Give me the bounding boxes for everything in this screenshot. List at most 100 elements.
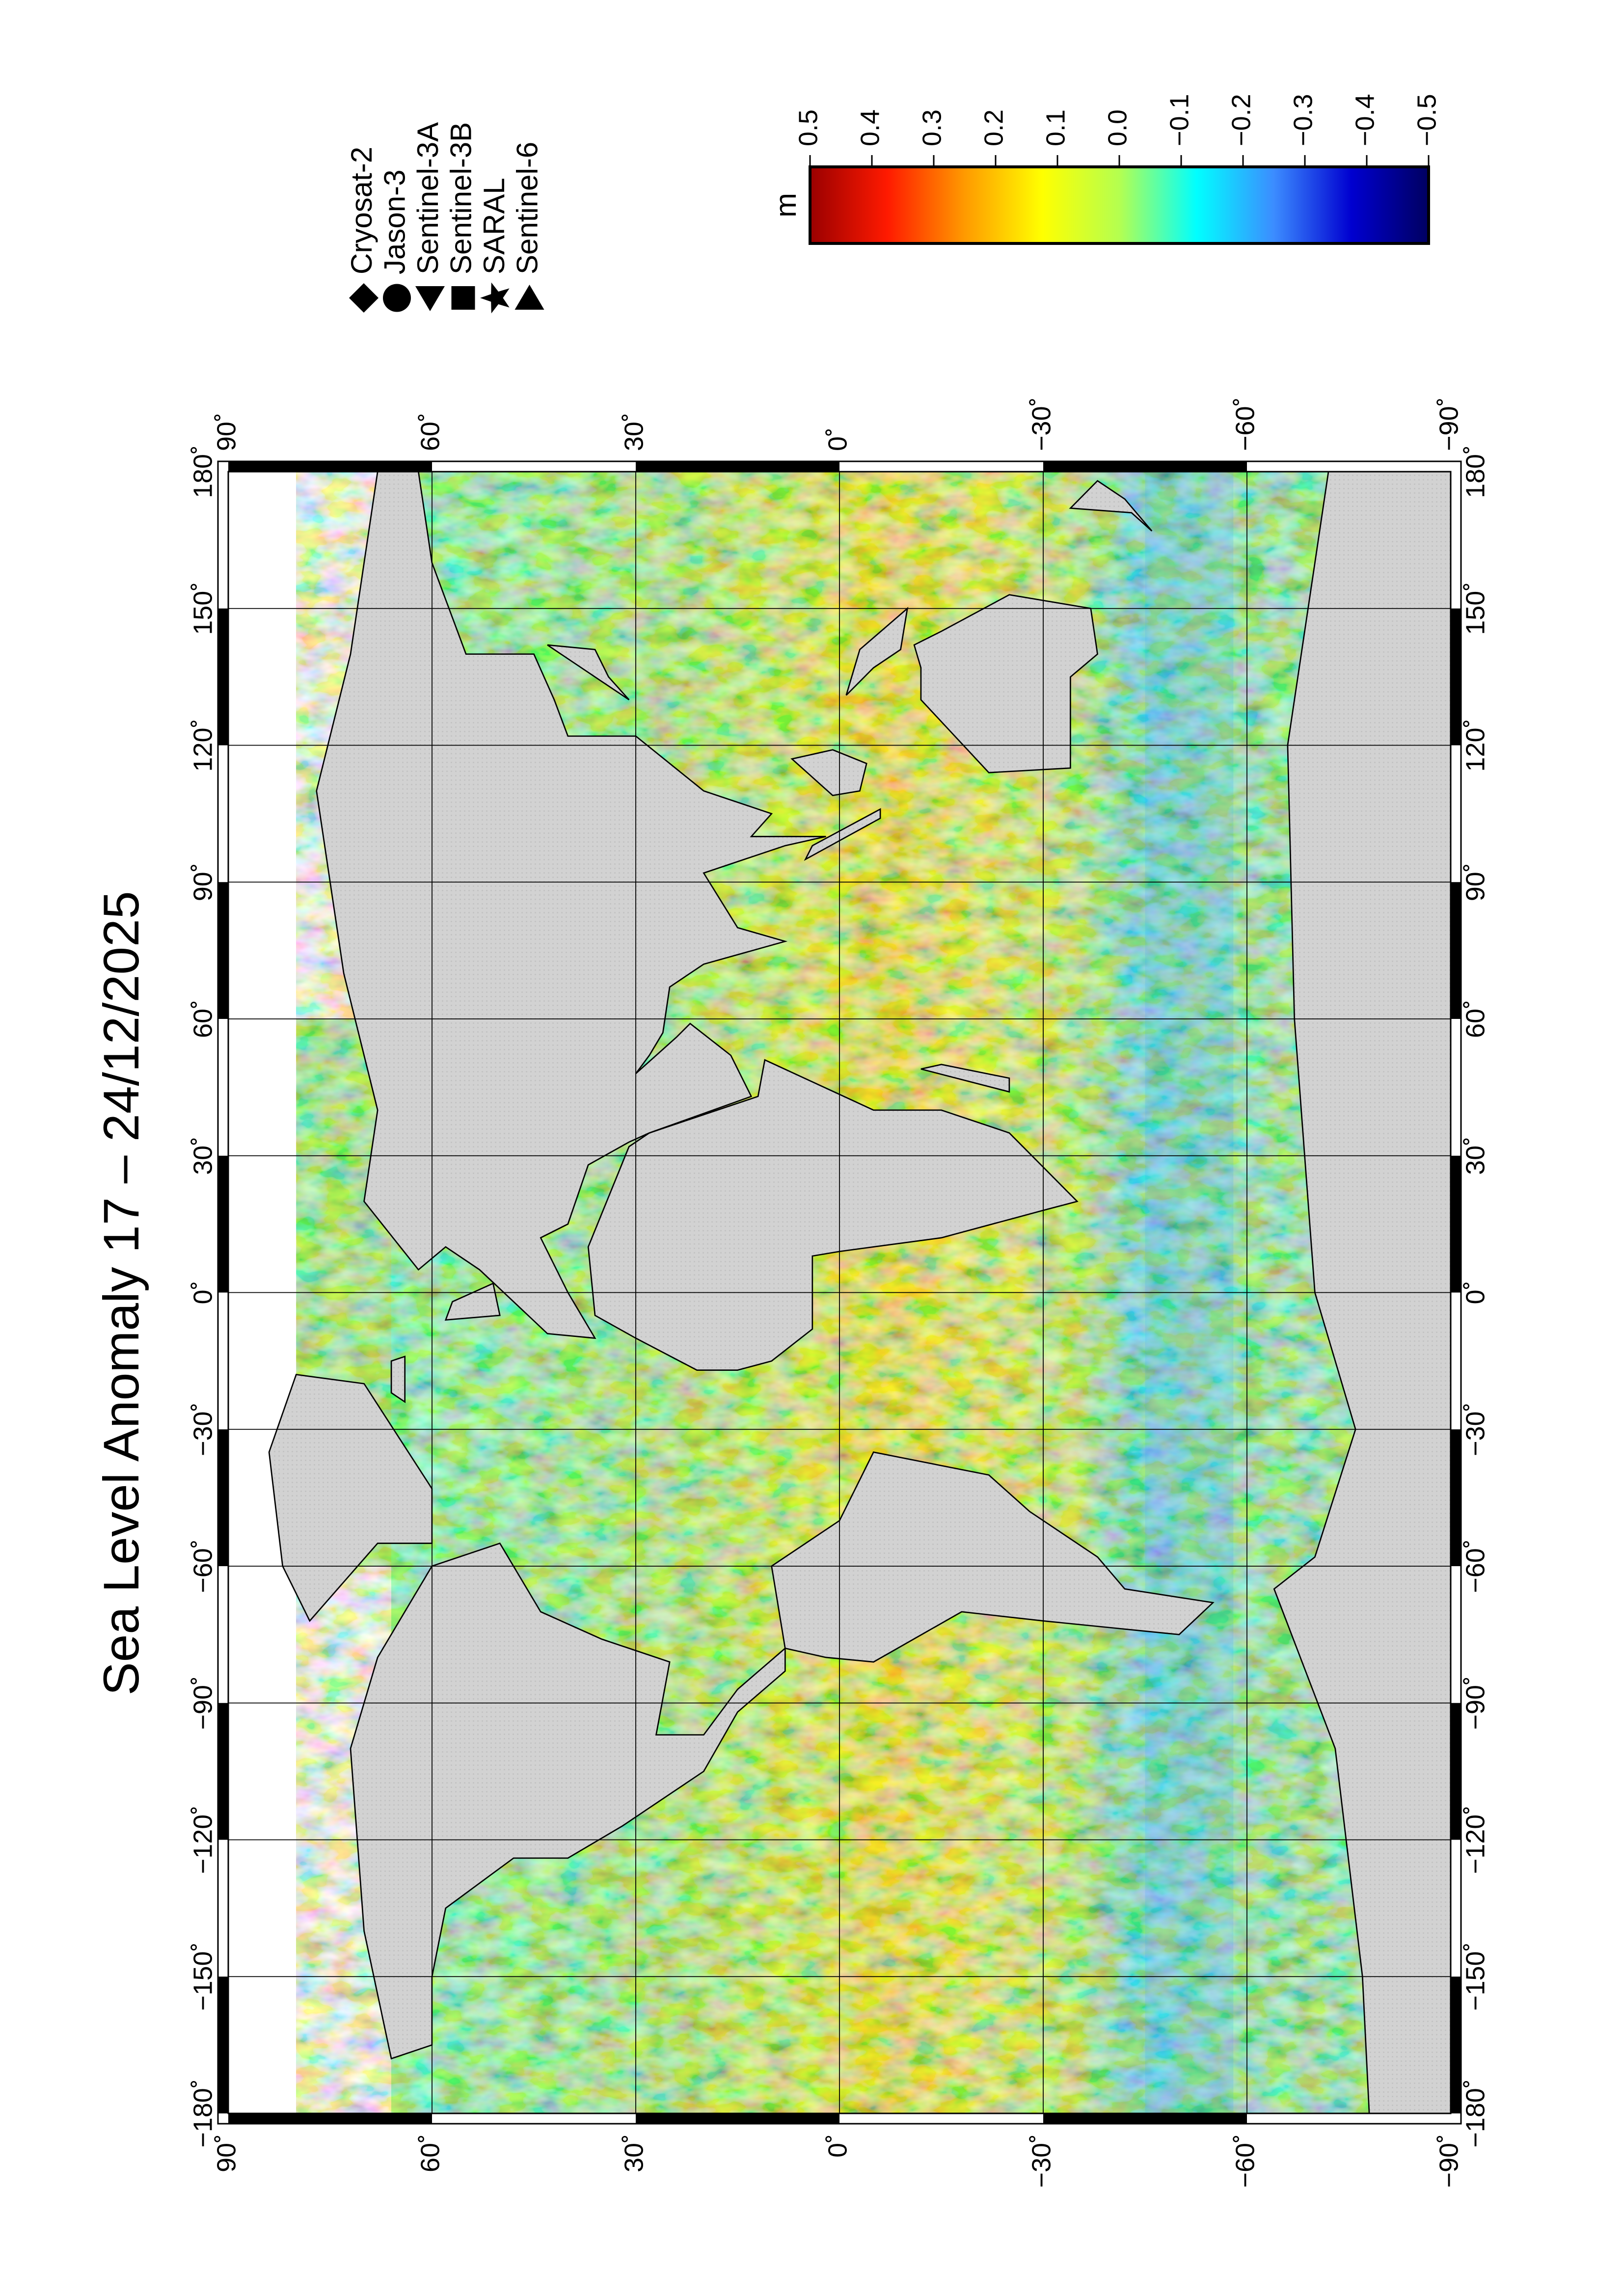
land-australia (913, 594, 1099, 774)
frame-bar (1451, 608, 1461, 746)
lon-tick-label: 120˚ (188, 719, 217, 772)
lon-tick-label: −30˚ (1461, 1402, 1490, 1456)
colorbar-tick-label: 0.4 (855, 109, 885, 146)
lat-tick-label: −60˚ (1230, 2134, 1260, 2188)
lon-tick-label: 90˚ (1461, 863, 1490, 901)
frame-bar (218, 1429, 228, 1566)
lon-tick-label: 60˚ (188, 1000, 217, 1038)
lon-tick-label: −180˚ (1461, 2079, 1490, 2148)
lon-tick-label: −90˚ (188, 1676, 217, 1730)
colorbar-tick-label: 0.2 (979, 109, 1008, 146)
lon-tick-label: −90˚ (1461, 1676, 1490, 1730)
land-eurasia (316, 471, 826, 1339)
lat-tick-label: 0˚ (823, 427, 852, 451)
frame-bar (218, 608, 228, 746)
legend-marker (480, 282, 510, 314)
lat-tick-label: 0˚ (823, 2134, 852, 2158)
lon-tick-label: −180˚ (188, 2079, 217, 2148)
title: Sea Level Anomaly 17 – 24/12/2025 (93, 891, 149, 1696)
lon-tick-label: 150˚ (1461, 582, 1490, 635)
legend-marker (415, 286, 445, 311)
lon-tick-label: 120˚ (1461, 719, 1490, 772)
land-south-america (771, 1451, 1215, 1663)
lon-tick-label: 0˚ (1461, 1281, 1490, 1304)
land-sumatra (804, 808, 881, 861)
colorbar-tick-label: −0.5 (1412, 94, 1441, 146)
lon-tick-label: −150˚ (188, 1942, 217, 2011)
legend-label: Sentinel-3B (444, 122, 477, 274)
colorbar-tick-label: 0.0 (1103, 109, 1132, 146)
lat-tick-label: −90˚ (1434, 2134, 1463, 2188)
land-borneo (790, 749, 867, 797)
lat-tick-label: −60˚ (1230, 397, 1260, 451)
land-madagascar (920, 1064, 1010, 1093)
lat-tick-label: −90˚ (1434, 397, 1463, 451)
frame-bar (1451, 882, 1461, 1019)
lat-tick-label: −30˚ (1027, 397, 1056, 451)
lon-tick-label: 150˚ (188, 582, 217, 635)
frame-bar (635, 2113, 839, 2124)
frame-bar (218, 1976, 228, 2113)
colorbar-tick-label: −0.3 (1288, 94, 1318, 146)
frame-bar (1451, 1429, 1461, 1566)
colorbar-unit: m (769, 193, 802, 217)
lon-tick-label: −120˚ (1461, 1806, 1490, 1874)
legend-marker (349, 283, 379, 313)
land-new-guinea (845, 607, 909, 696)
frame-bar (1451, 1155, 1461, 1293)
legend-marker (451, 286, 475, 310)
map (228, 471, 1452, 2114)
colorbar-tick-label: 0.5 (793, 109, 823, 146)
frame-bar (1451, 1976, 1461, 2113)
colorbar (809, 165, 1430, 245)
frame-bar (218, 1155, 228, 1293)
land-greenland (268, 1374, 433, 1622)
lon-tick-label: −60˚ (1461, 1539, 1490, 1593)
lat-tick-label: 30˚ (619, 2134, 649, 2172)
frame-bar (635, 461, 839, 472)
lat-tick-label: −30˚ (1027, 2134, 1056, 2188)
lat-tick-label: 30˚ (619, 413, 649, 451)
land-iceland (390, 1355, 406, 1403)
colorbar-tick-label: 0.1 (1041, 109, 1070, 146)
colorbar-tick-label: −0.1 (1164, 94, 1194, 146)
frame-bar (228, 2113, 432, 2124)
lon-tick-label: 180˚ (1461, 445, 1490, 498)
lat-tick-label: 90˚ (212, 2134, 241, 2172)
legend-label: Jason-3 (378, 170, 411, 274)
legend-label: Sentinel-6 (511, 142, 543, 274)
lon-tick-label: −60˚ (188, 1539, 217, 1593)
lon-tick-label: 60˚ (1461, 1000, 1490, 1038)
land-japan (547, 644, 630, 700)
lat-tick-label: 90˚ (212, 413, 241, 451)
legend-label: Cryosat-2 (345, 147, 378, 274)
land-new-zealand (1069, 480, 1153, 532)
frame-bar (1451, 1703, 1461, 1840)
colorbar-tick-label: −0.4 (1350, 94, 1380, 146)
lat-tick-label: 60˚ (415, 413, 445, 451)
legend-marker (514, 284, 544, 310)
frame-bar (1043, 461, 1247, 472)
frame-bar (1043, 2113, 1247, 2124)
lon-tick-label: 180˚ (188, 445, 217, 498)
legend-marker (383, 284, 411, 312)
legend-label: SARAL (478, 178, 511, 274)
lon-tick-label: 90˚ (188, 863, 217, 901)
frame-bar (228, 461, 432, 472)
frame-bar (218, 1703, 228, 1840)
lat-tick-label: 60˚ (415, 2134, 445, 2172)
landscape-figure: Sea Level Anomaly 17 – 24/12/2025 −180˚ −… (93, 94, 1490, 2188)
lon-tick-label: 30˚ (1461, 1137, 1490, 1175)
colorbar-tick-label: 0.3 (917, 109, 947, 146)
lon-tick-label: 30˚ (188, 1137, 217, 1175)
colorbar-tick-label: −0.2 (1226, 94, 1256, 146)
lon-tick-label: −120˚ (188, 1806, 217, 1874)
lon-tick-label: −150˚ (1461, 1942, 1490, 2011)
frame-bar (218, 882, 228, 1019)
lon-tick-label: −30˚ (188, 1402, 217, 1456)
legend-label: Sentinel-3A (411, 122, 444, 274)
land-north-america (350, 1542, 786, 2060)
